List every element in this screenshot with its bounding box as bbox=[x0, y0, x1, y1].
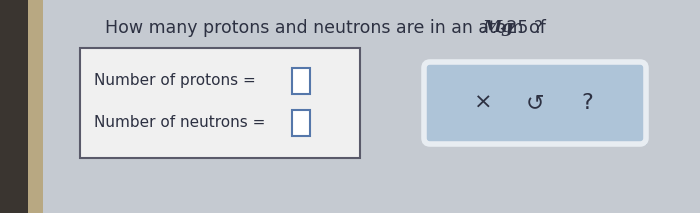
Text: Mg: Mg bbox=[483, 20, 514, 36]
Text: ×: × bbox=[474, 93, 492, 113]
Text: ?: ? bbox=[581, 93, 593, 113]
FancyBboxPatch shape bbox=[426, 64, 648, 146]
Text: -25 ?: -25 ? bbox=[500, 19, 543, 37]
Text: How many protons and neutrons are in an atom of: How many protons and neutrons are in an … bbox=[105, 19, 552, 37]
Bar bbox=[28, 0, 43, 213]
Bar bbox=[292, 68, 310, 94]
Text: Number of protons =: Number of protons = bbox=[94, 73, 260, 88]
Bar bbox=[292, 110, 310, 136]
Text: ↺: ↺ bbox=[526, 93, 545, 113]
FancyBboxPatch shape bbox=[80, 48, 360, 158]
Text: Number of neutrons =: Number of neutrons = bbox=[94, 115, 270, 130]
Bar bbox=[0, 0, 28, 213]
FancyBboxPatch shape bbox=[424, 62, 646, 144]
